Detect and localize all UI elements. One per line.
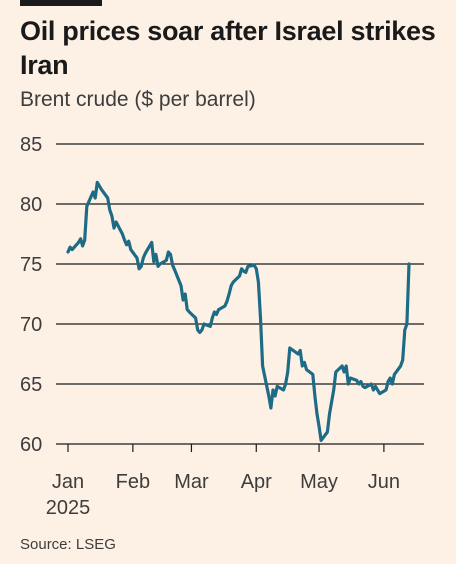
y-tick-label-65: 65 [20,374,42,396]
chart-title: Oil prices soar after Israel strikes Ira… [20,16,436,80]
x-tick-label-jun: Jun [368,471,400,493]
series-line-brent-crude [66,180,411,442]
source-note: Source: LSEG [20,536,116,553]
line-chart: 85 80 75 70 65 60 Jan 2025 Feb Mar Apr May Jun [20,134,424,519]
x-tick-label-apr: Apr [241,471,272,493]
x-tick-sublabel-year: 2025 [46,497,91,519]
x-tick-label-may: May [300,471,338,493]
x-axis-ticks: Jan 2025 Feb Mar Apr May Jun [46,444,400,519]
y-tick-label-70: 70 [20,314,42,336]
y-tick-label-60: 60 [20,434,42,456]
header-accent-bar [20,0,102,6]
series-group [66,180,411,442]
x-tick-label-jan: Jan [52,471,84,493]
y-tick-label-85: 85 [20,134,42,156]
y-tick-label-75: 75 [20,254,42,276]
chart-subtitle: Brent crude ($ per barrel) [20,88,256,111]
grid-lines [56,143,424,445]
x-tick-label-feb: Feb [116,471,150,493]
y-axis-ticks: 85 80 75 70 65 60 [20,134,42,456]
y-tick-label-80: 80 [20,194,42,216]
x-tick-label-mar: Mar [174,471,209,493]
